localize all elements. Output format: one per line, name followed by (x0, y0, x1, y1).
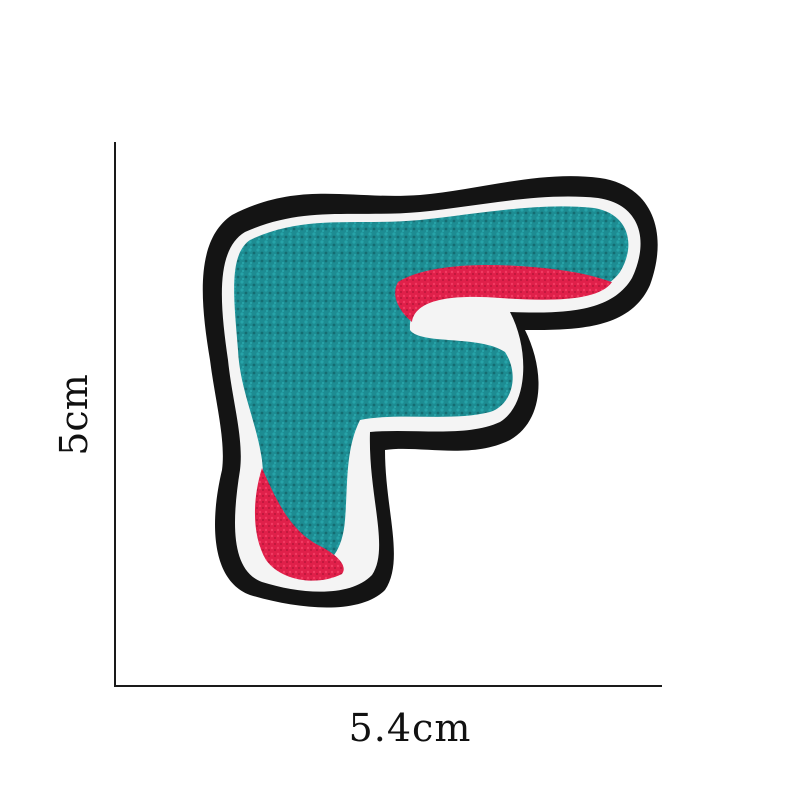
red-accent-upper (395, 265, 612, 322)
chenille-body (234, 206, 629, 566)
width-label: 5.4cm (348, 706, 472, 750)
width-dimension-line (114, 685, 662, 687)
height-dimension-line (114, 142, 116, 687)
red-accent-lower (254, 468, 344, 581)
